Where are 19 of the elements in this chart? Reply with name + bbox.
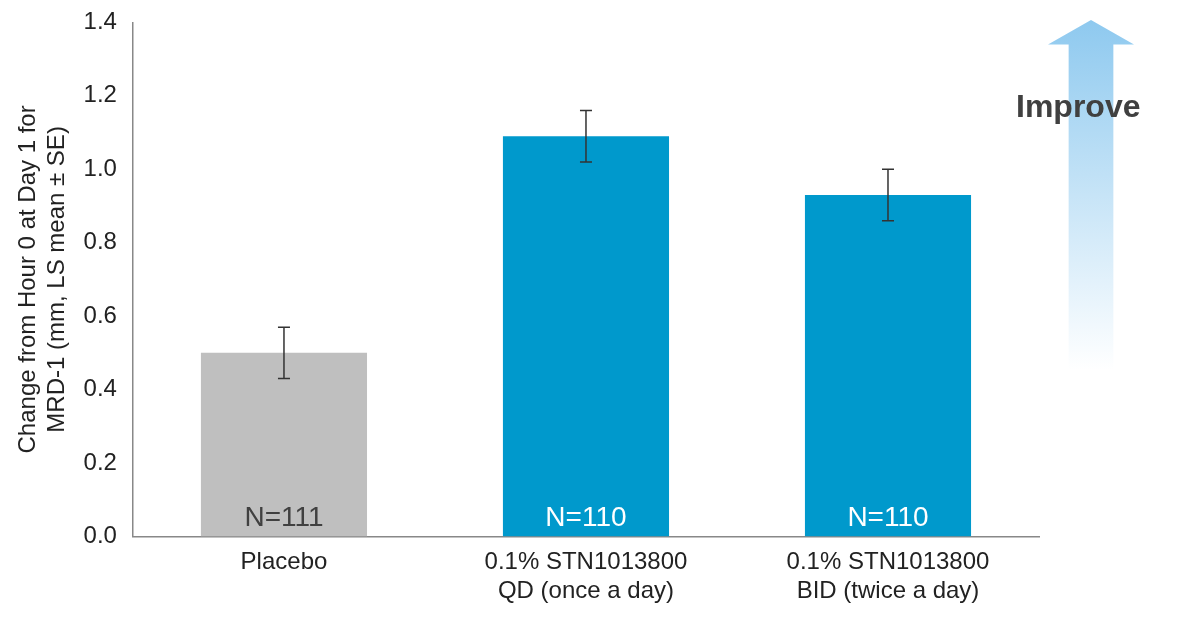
y-tick-label: 0.6 bbox=[83, 300, 117, 328]
annotation: N=111 bbox=[244, 501, 324, 533]
x-tick-label: 0.1% STN1013800 BID (twice a day) bbox=[786, 547, 990, 604]
bar bbox=[804, 194, 972, 537]
x-tick-label: 0.1% STN1013800 QD (once a day) bbox=[484, 547, 688, 604]
y-tick-label: 1.0 bbox=[83, 153, 117, 181]
y-tick-label: 0.0 bbox=[83, 521, 117, 549]
y-axis-title: Change from Hour 0 at Day 1 for MRD-1 (mm, LS mean ± SE) bbox=[13, 105, 69, 454]
x-tick-label: Placebo bbox=[240, 547, 328, 575]
annotation: Improve bbox=[1016, 88, 1141, 125]
y-tick-label: 0.4 bbox=[83, 374, 117, 402]
y-tick-label: 0.8 bbox=[83, 227, 117, 255]
annotation: N=110 bbox=[847, 501, 929, 533]
y-tick-label: 1.2 bbox=[83, 80, 117, 108]
annotation: N=110 bbox=[545, 501, 627, 533]
bar bbox=[502, 136, 670, 537]
y-tick-label: 1.4 bbox=[83, 7, 117, 35]
bar bbox=[200, 352, 368, 537]
y-tick-label: 0.2 bbox=[83, 447, 117, 475]
